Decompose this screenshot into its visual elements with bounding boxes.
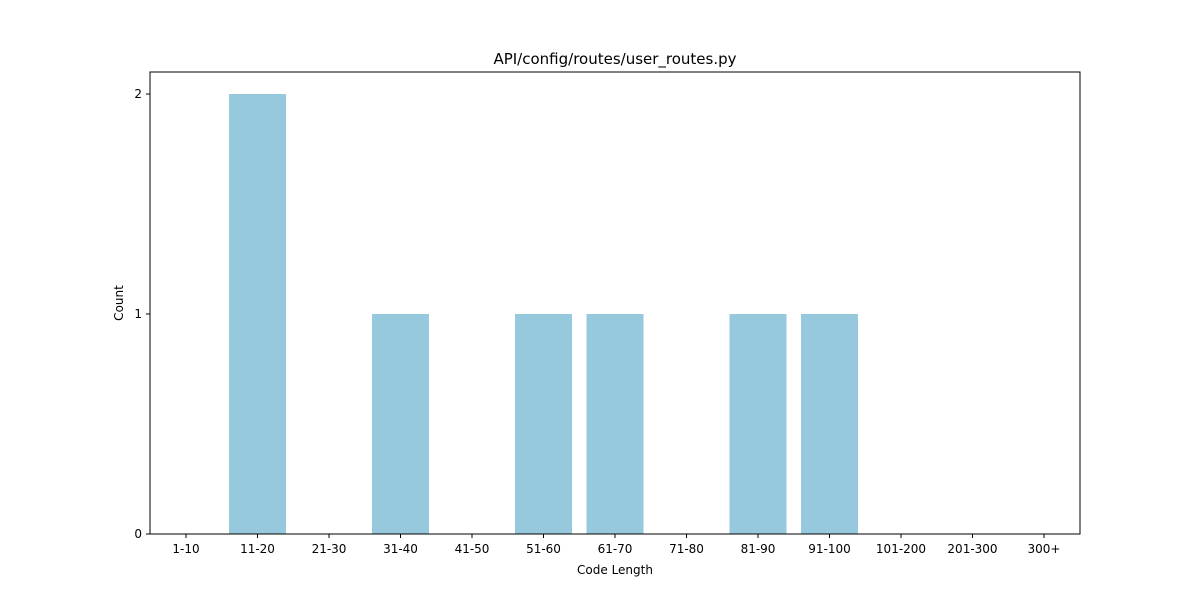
bar-61-70	[586, 314, 644, 534]
y-tick-label: 2	[134, 87, 142, 101]
x-tick-label: 201-300	[947, 542, 997, 556]
x-tick-label: 91-100	[808, 542, 851, 556]
x-tick-label: 41-50	[455, 542, 490, 556]
bar-91-100	[801, 314, 858, 534]
x-tick-label: 21-30	[312, 542, 347, 556]
x-tick-label: 31-40	[383, 542, 418, 556]
y-axis-label: Count	[112, 285, 126, 321]
x-tick-label: 101-200	[876, 542, 926, 556]
y-tick-label: 1	[134, 307, 142, 321]
x-tick-label: 11-20	[240, 542, 275, 556]
x-tick-label: 51-60	[526, 542, 561, 556]
x-tick-label: 300+	[1028, 542, 1061, 556]
bar-81-90	[729, 314, 787, 534]
bar-11-20	[229, 94, 286, 534]
bar-31-40	[372, 314, 429, 534]
x-axis-label: Code Length	[577, 563, 653, 577]
x-tick-label: 81-90	[741, 542, 776, 556]
chart-title: API/config/routes/user_routes.py	[493, 50, 736, 69]
x-tick-label: 1-10	[172, 542, 199, 556]
x-tick-label: 71-80	[669, 542, 704, 556]
y-axis-ticks: 0 1 2	[134, 87, 150, 541]
bar-51-60	[515, 314, 572, 534]
plot-frame	[149, 71, 1081, 535]
y-tick-label: 0	[134, 527, 142, 541]
x-tick-label: 61-70	[598, 542, 633, 556]
bars-layer	[229, 94, 858, 534]
x-axis-ticks: 1-10 11-20 21-30 31-40 41-50 51-60 61-70 71-80 8…	[172, 534, 1060, 556]
